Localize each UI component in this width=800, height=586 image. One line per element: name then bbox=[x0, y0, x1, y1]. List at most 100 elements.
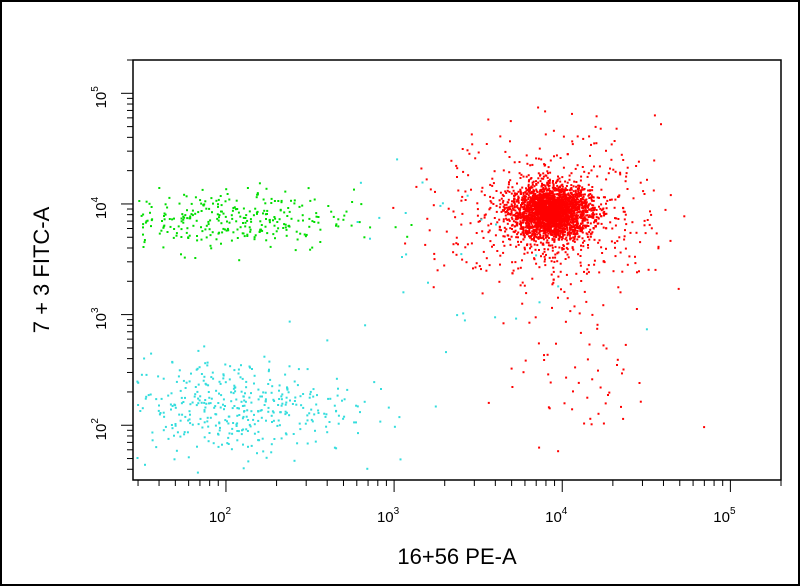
data-point bbox=[139, 410, 142, 412]
data-point bbox=[233, 384, 236, 387]
data-point bbox=[452, 251, 455, 254]
data-point bbox=[574, 218, 577, 221]
data-point bbox=[557, 275, 560, 278]
data-point bbox=[456, 314, 459, 317]
data-point bbox=[526, 233, 529, 236]
data-point bbox=[493, 170, 496, 173]
data-point bbox=[575, 197, 578, 200]
data-point bbox=[573, 224, 576, 227]
data-point bbox=[150, 206, 153, 208]
data-point bbox=[623, 235, 626, 238]
data-point bbox=[586, 396, 589, 399]
data-point bbox=[592, 211, 595, 214]
data-point bbox=[622, 159, 625, 161]
data-point bbox=[562, 193, 565, 196]
data-point bbox=[549, 212, 552, 215]
data-point bbox=[279, 209, 282, 212]
data-point bbox=[199, 395, 202, 398]
data-point bbox=[485, 143, 488, 145]
data-point bbox=[136, 457, 139, 459]
data-point bbox=[308, 412, 311, 415]
data-point bbox=[462, 312, 465, 315]
data-point bbox=[216, 213, 219, 216]
data-point bbox=[175, 449, 178, 452]
data-point bbox=[555, 180, 558, 183]
data-point bbox=[572, 390, 574, 393]
data-point bbox=[529, 164, 532, 167]
data-point bbox=[563, 206, 566, 208]
data-point bbox=[527, 174, 530, 177]
data-point bbox=[539, 222, 542, 225]
data-point bbox=[551, 306, 553, 309]
data-point bbox=[263, 404, 266, 406]
data-point bbox=[578, 312, 581, 315]
data-point bbox=[482, 250, 485, 253]
data-point bbox=[231, 209, 234, 212]
data-point bbox=[243, 399, 246, 402]
data-point bbox=[596, 222, 599, 225]
data-point bbox=[259, 395, 262, 398]
data-point bbox=[524, 215, 527, 218]
data-point bbox=[626, 263, 629, 266]
data-point bbox=[518, 223, 521, 226]
data-point bbox=[232, 387, 235, 390]
data-point bbox=[533, 202, 536, 205]
data-point bbox=[569, 237, 572, 240]
data-point bbox=[228, 432, 231, 435]
data-point bbox=[406, 235, 409, 238]
data-point bbox=[541, 222, 544, 225]
data-point bbox=[591, 215, 593, 218]
data-point bbox=[542, 208, 545, 211]
data-point bbox=[578, 185, 581, 188]
data-point bbox=[516, 222, 519, 225]
data-point bbox=[499, 135, 502, 138]
data-point bbox=[563, 228, 566, 231]
data-point bbox=[263, 355, 266, 358]
data-point bbox=[587, 172, 590, 175]
data-point bbox=[590, 143, 592, 146]
data-point bbox=[579, 261, 582, 264]
data-point bbox=[234, 208, 237, 211]
data-point bbox=[489, 200, 492, 203]
data-point bbox=[541, 190, 544, 193]
data-point bbox=[508, 181, 510, 184]
data-point bbox=[578, 187, 580, 190]
data-point bbox=[476, 214, 479, 217]
data-point bbox=[529, 247, 531, 250]
data-point bbox=[169, 403, 172, 406]
data-point bbox=[544, 199, 547, 202]
data-point bbox=[537, 204, 540, 207]
data-point bbox=[314, 429, 316, 432]
data-point bbox=[586, 211, 589, 213]
data-point bbox=[634, 262, 637, 265]
data-point bbox=[483, 214, 486, 217]
data-point bbox=[588, 189, 591, 192]
data-point bbox=[284, 413, 287, 416]
data-point bbox=[587, 206, 589, 209]
data-point bbox=[566, 201, 568, 204]
data-point bbox=[625, 223, 628, 226]
data-point bbox=[538, 266, 541, 269]
data-point bbox=[537, 225, 540, 228]
data-point bbox=[559, 199, 562, 202]
data-point bbox=[468, 152, 471, 155]
data-point bbox=[222, 373, 225, 376]
data-point bbox=[539, 241, 542, 244]
data-point bbox=[554, 256, 557, 259]
data-point bbox=[378, 216, 381, 219]
data-point bbox=[233, 369, 236, 372]
data-point bbox=[539, 220, 542, 223]
data-point bbox=[610, 198, 613, 201]
data-point bbox=[488, 264, 491, 267]
data-point bbox=[509, 213, 512, 215]
data-point bbox=[547, 207, 550, 210]
data-point bbox=[578, 208, 581, 211]
data-point bbox=[544, 222, 547, 225]
data-point bbox=[553, 233, 556, 236]
data-point bbox=[210, 376, 213, 379]
data-point bbox=[576, 164, 579, 167]
data-point bbox=[242, 467, 245, 470]
data-point bbox=[163, 212, 166, 215]
data-point bbox=[433, 252, 436, 255]
data-point bbox=[579, 194, 582, 197]
